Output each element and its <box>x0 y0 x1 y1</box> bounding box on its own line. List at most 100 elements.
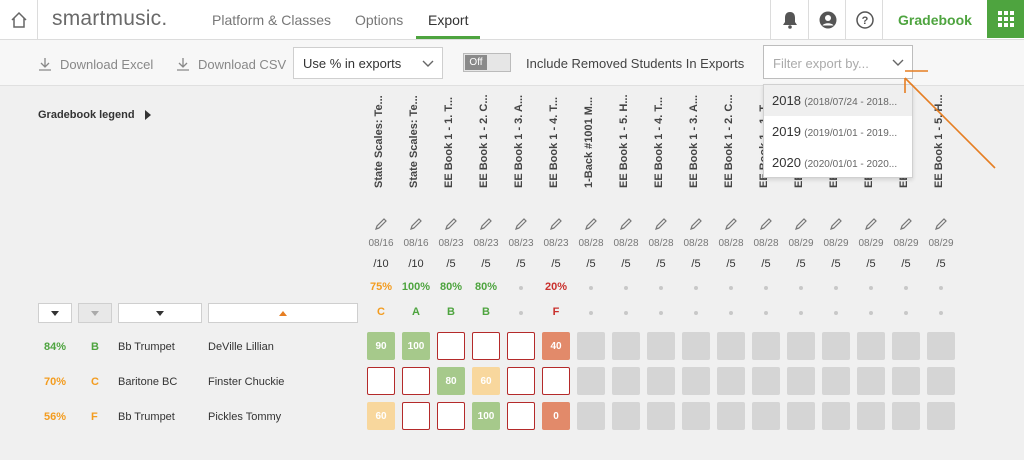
grade-cell[interactable] <box>787 367 815 395</box>
column-date: 08/28 <box>683 238 709 249</box>
nav-options[interactable]: Options <box>355 12 404 28</box>
column-title-text: EE Book 1 - 5. H... <box>618 94 630 188</box>
grade-cell[interactable] <box>717 402 745 430</box>
filter-name-sort[interactable] <box>208 303 358 323</box>
grade-cell[interactable] <box>577 332 605 360</box>
grade-cell[interactable] <box>472 332 500 360</box>
grade-cell[interactable] <box>927 332 955 360</box>
grade-cell[interactable] <box>822 402 850 430</box>
student-name[interactable]: Pickles Tommy <box>208 411 282 423</box>
download-csv-button[interactable]: Download CSV <box>176 57 286 72</box>
grade-cell[interactable]: 100 <box>402 332 430 360</box>
grade-cell[interactable] <box>437 332 465 360</box>
grade-cell[interactable] <box>787 332 815 360</box>
edit-pencil-icon[interactable] <box>829 217 843 231</box>
grade-cell[interactable] <box>647 332 675 360</box>
edit-pencil-icon[interactable] <box>864 217 878 231</box>
edit-pencil-icon[interactable] <box>479 217 493 231</box>
filter-export-select[interactable]: Filter export by... <box>763 45 913 79</box>
grade-cell[interactable] <box>717 367 745 395</box>
grade-cell[interactable] <box>857 332 885 360</box>
grade-cell[interactable] <box>857 367 885 395</box>
grade-cell[interactable]: 60 <box>472 367 500 395</box>
grade-cell[interactable] <box>927 367 955 395</box>
edit-pencil-icon[interactable] <box>584 217 598 231</box>
download-excel-button[interactable]: Download Excel <box>38 57 153 72</box>
help-button[interactable]: ? <box>845 0 883 40</box>
grade-cell[interactable] <box>822 367 850 395</box>
filter-instrument[interactable] <box>118 303 202 323</box>
grade-cell[interactable] <box>822 332 850 360</box>
edit-pencil-icon[interactable] <box>654 217 668 231</box>
apps-button[interactable] <box>987 0 1024 38</box>
grade-cell[interactable] <box>507 367 535 395</box>
grade-cell[interactable]: 100 <box>472 402 500 430</box>
edit-pencil-icon[interactable] <box>759 217 773 231</box>
chevron-down-icon <box>892 59 904 66</box>
column-title-text: EE Book 1 - 4. T... <box>548 96 560 188</box>
edit-pencil-icon[interactable] <box>619 217 633 231</box>
grade-cell[interactable] <box>752 402 780 430</box>
edit-pencil-icon[interactable] <box>514 217 528 231</box>
percent-export-select[interactable]: Use % in exports <box>293 47 443 79</box>
column-total: /5 <box>936 258 946 270</box>
student-name[interactable]: DeVille Lillian <box>208 341 274 353</box>
grade-cell[interactable] <box>437 402 465 430</box>
grade-cell[interactable] <box>507 402 535 430</box>
include-removed-toggle[interactable]: Off <box>463 53 511 72</box>
home-button[interactable] <box>0 0 38 40</box>
grade-cell[interactable] <box>542 367 570 395</box>
empty-dot <box>904 286 908 290</box>
filter-option-2020[interactable]: 2020 (2020/01/01 - 2020... <box>764 147 912 178</box>
grade-cell[interactable] <box>717 332 745 360</box>
grade-cell[interactable]: 40 <box>542 332 570 360</box>
filter-option-2019[interactable]: 2019 (2019/01/01 - 2019... <box>764 116 912 147</box>
edit-pencil-icon[interactable] <box>794 217 808 231</box>
grade-cell[interactable]: 90 <box>367 332 395 360</box>
filter-pct[interactable] <box>38 303 72 323</box>
gradebook-tab[interactable]: Gradebook <box>882 0 987 40</box>
column-total: /5 <box>726 258 736 270</box>
grade-cell[interactable] <box>892 402 920 430</box>
grade-cell[interactable] <box>682 367 710 395</box>
grade-cell[interactable] <box>892 332 920 360</box>
edit-pencil-icon[interactable] <box>689 217 703 231</box>
grade-cell[interactable] <box>402 402 430 430</box>
gradebook-legend-toggle[interactable]: Gradebook legend <box>38 109 151 121</box>
nav-platform-classes[interactable]: Platform & Classes <box>212 12 332 28</box>
grade-cell[interactable] <box>892 367 920 395</box>
grade-cell[interactable] <box>367 367 395 395</box>
grade-cell[interactable] <box>647 367 675 395</box>
grade-cell[interactable]: 80 <box>437 367 465 395</box>
grade-cell[interactable] <box>752 367 780 395</box>
column-title-text: EE Book 1 - 4. T... <box>653 96 665 188</box>
grade-cell[interactable]: 0 <box>542 402 570 430</box>
edit-pencil-icon[interactable] <box>934 217 948 231</box>
edit-pencil-icon[interactable] <box>444 217 458 231</box>
notifications-button[interactable] <box>770 0 808 40</box>
grade-cell[interactable] <box>927 402 955 430</box>
student-name[interactable]: Finster Chuckie <box>208 376 285 388</box>
grade-cell[interactable]: 60 <box>367 402 395 430</box>
account-button[interactable] <box>808 0 846 40</box>
edit-pencil-icon[interactable] <box>899 217 913 231</box>
grade-cell[interactable] <box>787 402 815 430</box>
edit-pencil-icon[interactable] <box>724 217 738 231</box>
grade-cell[interactable] <box>577 402 605 430</box>
nav-export[interactable]: Export <box>428 12 469 28</box>
grade-cell[interactable] <box>612 402 640 430</box>
grade-cell[interactable] <box>682 332 710 360</box>
grade-cell[interactable] <box>682 402 710 430</box>
edit-pencil-icon[interactable] <box>409 217 423 231</box>
grade-cell[interactable] <box>507 332 535 360</box>
filter-option-2018[interactable]: 2018 (2018/07/24 - 2018... <box>764 85 912 116</box>
edit-pencil-icon[interactable] <box>374 217 388 231</box>
grade-cell[interactable] <box>402 367 430 395</box>
grade-cell[interactable] <box>612 332 640 360</box>
grade-cell[interactable] <box>857 402 885 430</box>
grade-cell[interactable] <box>647 402 675 430</box>
grade-cell[interactable] <box>577 367 605 395</box>
grade-cell[interactable] <box>612 367 640 395</box>
grade-cell[interactable] <box>752 332 780 360</box>
edit-pencil-icon[interactable] <box>549 217 563 231</box>
